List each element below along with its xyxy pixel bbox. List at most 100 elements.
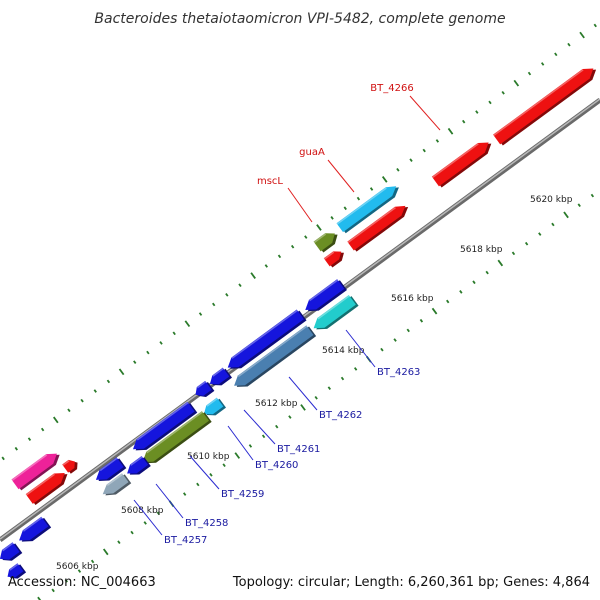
gene-arrow-BT_4257[interactable] (99, 472, 132, 500)
gene-arrow-body[interactable] (336, 182, 400, 233)
gene-arrow-blue-mid[interactable] (129, 401, 198, 456)
gene-arrow-mscL-partner[interactable] (323, 247, 347, 269)
tick-mark (146, 350, 150, 355)
tick-mark (90, 559, 95, 564)
gene-arrow-body[interactable] (231, 325, 314, 390)
tick-mark (369, 187, 374, 191)
accession-text: Accession: NC_004663 (8, 575, 156, 590)
leader-line-BT_4262 (288, 376, 318, 411)
gene-arrow-BT_4262[interactable] (231, 324, 317, 392)
tick-mark (143, 521, 147, 525)
gene-arrow-body[interactable] (129, 401, 195, 454)
gene-arrow-blue-long[interactable] (224, 309, 307, 375)
gene-arrow-highlight (493, 69, 584, 137)
tick-mark (343, 206, 347, 211)
gene-arrow-body[interactable] (310, 294, 356, 333)
gene-arrow-mscL[interactable] (313, 228, 342, 254)
gene-arrow-highlight (196, 381, 207, 389)
genome-summary-text: Topology: circular; Length: 6,260,361 bp… (232, 575, 590, 590)
gene-label-BT_4257: BT_4257 (164, 535, 207, 546)
gene-arrow-BT_4259[interactable] (92, 456, 127, 486)
gene-arrow-guaA[interactable] (336, 181, 403, 234)
tick-mark (551, 222, 555, 227)
gene-arrow-body[interactable] (201, 397, 224, 419)
tick-mark (511, 251, 516, 256)
gene-arrow-BT_4261[interactable] (201, 397, 227, 421)
gene-arrow-blue-lower-left[interactable] (16, 516, 52, 548)
gene-label-mscL: mscL (257, 176, 283, 187)
tick-mark (102, 548, 109, 556)
gene-arrow-BT_4260[interactable] (139, 410, 212, 469)
gene-arrow-BT_4263[interactable] (310, 294, 359, 335)
gene-arrow-blue-small-a[interactable] (192, 380, 215, 401)
gene-arrow-body[interactable] (99, 473, 129, 498)
gene-arrow-red-gene-small[interactable] (62, 457, 80, 475)
tick-mark (37, 596, 42, 600)
gene-arrow-body[interactable] (431, 138, 492, 187)
gene-arrow-body[interactable] (124, 456, 149, 478)
gene-arrow-body[interactable] (5, 563, 24, 581)
tick-mark (538, 232, 542, 236)
gene-arrow-body[interactable] (493, 64, 597, 145)
tick-mark (222, 463, 226, 468)
gene-arrow-body[interactable] (347, 201, 408, 251)
map-title: Bacteroides thetaiotaomicron VPI-5482, c… (94, 11, 505, 27)
gene-arrow-highlight (9, 563, 19, 571)
gene-arrow-highlight (206, 397, 218, 407)
tick-mark (118, 368, 125, 376)
tick-mark (381, 176, 388, 183)
gene-arrow-highlight (99, 457, 118, 472)
tick-mark (431, 307, 438, 315)
gene-label-BT_4266: BT_4266 (370, 83, 413, 94)
gene-arrow-blue-small-b[interactable] (207, 367, 233, 391)
gene-arrow-body[interactable] (313, 229, 339, 252)
gene-arrow-body[interactable] (11, 449, 60, 490)
tick-mark (40, 427, 45, 432)
tick-mark (106, 379, 111, 384)
tick-mark (209, 472, 213, 477)
tick-mark (527, 71, 532, 76)
tick-mark (501, 90, 505, 95)
gene-arrow-body[interactable] (139, 411, 209, 467)
gene-arrow-body[interactable] (92, 457, 124, 484)
tick-mark (159, 341, 163, 345)
tick-mark (396, 167, 400, 172)
gene-arrow-highlight (25, 473, 55, 496)
gene-arrow-blue-bottom[interactable] (0, 541, 23, 565)
tick-mark (27, 437, 32, 441)
tick-mark (314, 395, 318, 400)
gene-arrow-highlight (130, 456, 143, 466)
tick-mark (264, 264, 268, 268)
gene-arrow-red-gene-lower[interactable] (25, 467, 71, 506)
gene-arrow-BT_4266[interactable] (493, 63, 600, 147)
gene-arrow-highlight (62, 460, 70, 466)
gene-arrow-BT_4266-part[interactable] (431, 137, 495, 189)
gene-arrow-body[interactable] (224, 309, 304, 373)
gene-arrow-BT_4258[interactable] (124, 455, 151, 480)
gene-arrow-body[interactable] (25, 468, 69, 504)
tick-mark (485, 270, 489, 275)
gene-arrow-highlight (2, 542, 14, 552)
tick-mark (593, 23, 597, 28)
gene-arrow-body[interactable] (302, 279, 345, 315)
gene-arrow-blue-top[interactable] (302, 278, 347, 317)
gene-arrow-body[interactable] (192, 380, 212, 399)
tick-mark (184, 320, 191, 328)
gene-arrow-blue-corner[interactable] (5, 562, 27, 582)
gene-arrow-guaA-partner[interactable] (347, 201, 411, 253)
gene-features[interactable] (0, 63, 600, 583)
gene-arrow-pink-gene[interactable] (11, 448, 63, 491)
tick-mark (130, 530, 134, 535)
gene-arrow-highlight (347, 206, 396, 244)
tick-mark (554, 52, 558, 57)
gene-arrow-highlight (323, 251, 335, 260)
tick-mark (275, 424, 279, 429)
gene-arrow-body[interactable] (323, 248, 344, 267)
gene-label-BT_4263: BT_4263 (377, 367, 420, 378)
gene-arrow-body[interactable] (16, 516, 49, 546)
gene-arrow-body[interactable] (62, 457, 78, 473)
gene-arrow-body[interactable] (0, 542, 20, 564)
gene-arrow-body[interactable] (207, 367, 230, 389)
tick-mark (497, 259, 504, 267)
